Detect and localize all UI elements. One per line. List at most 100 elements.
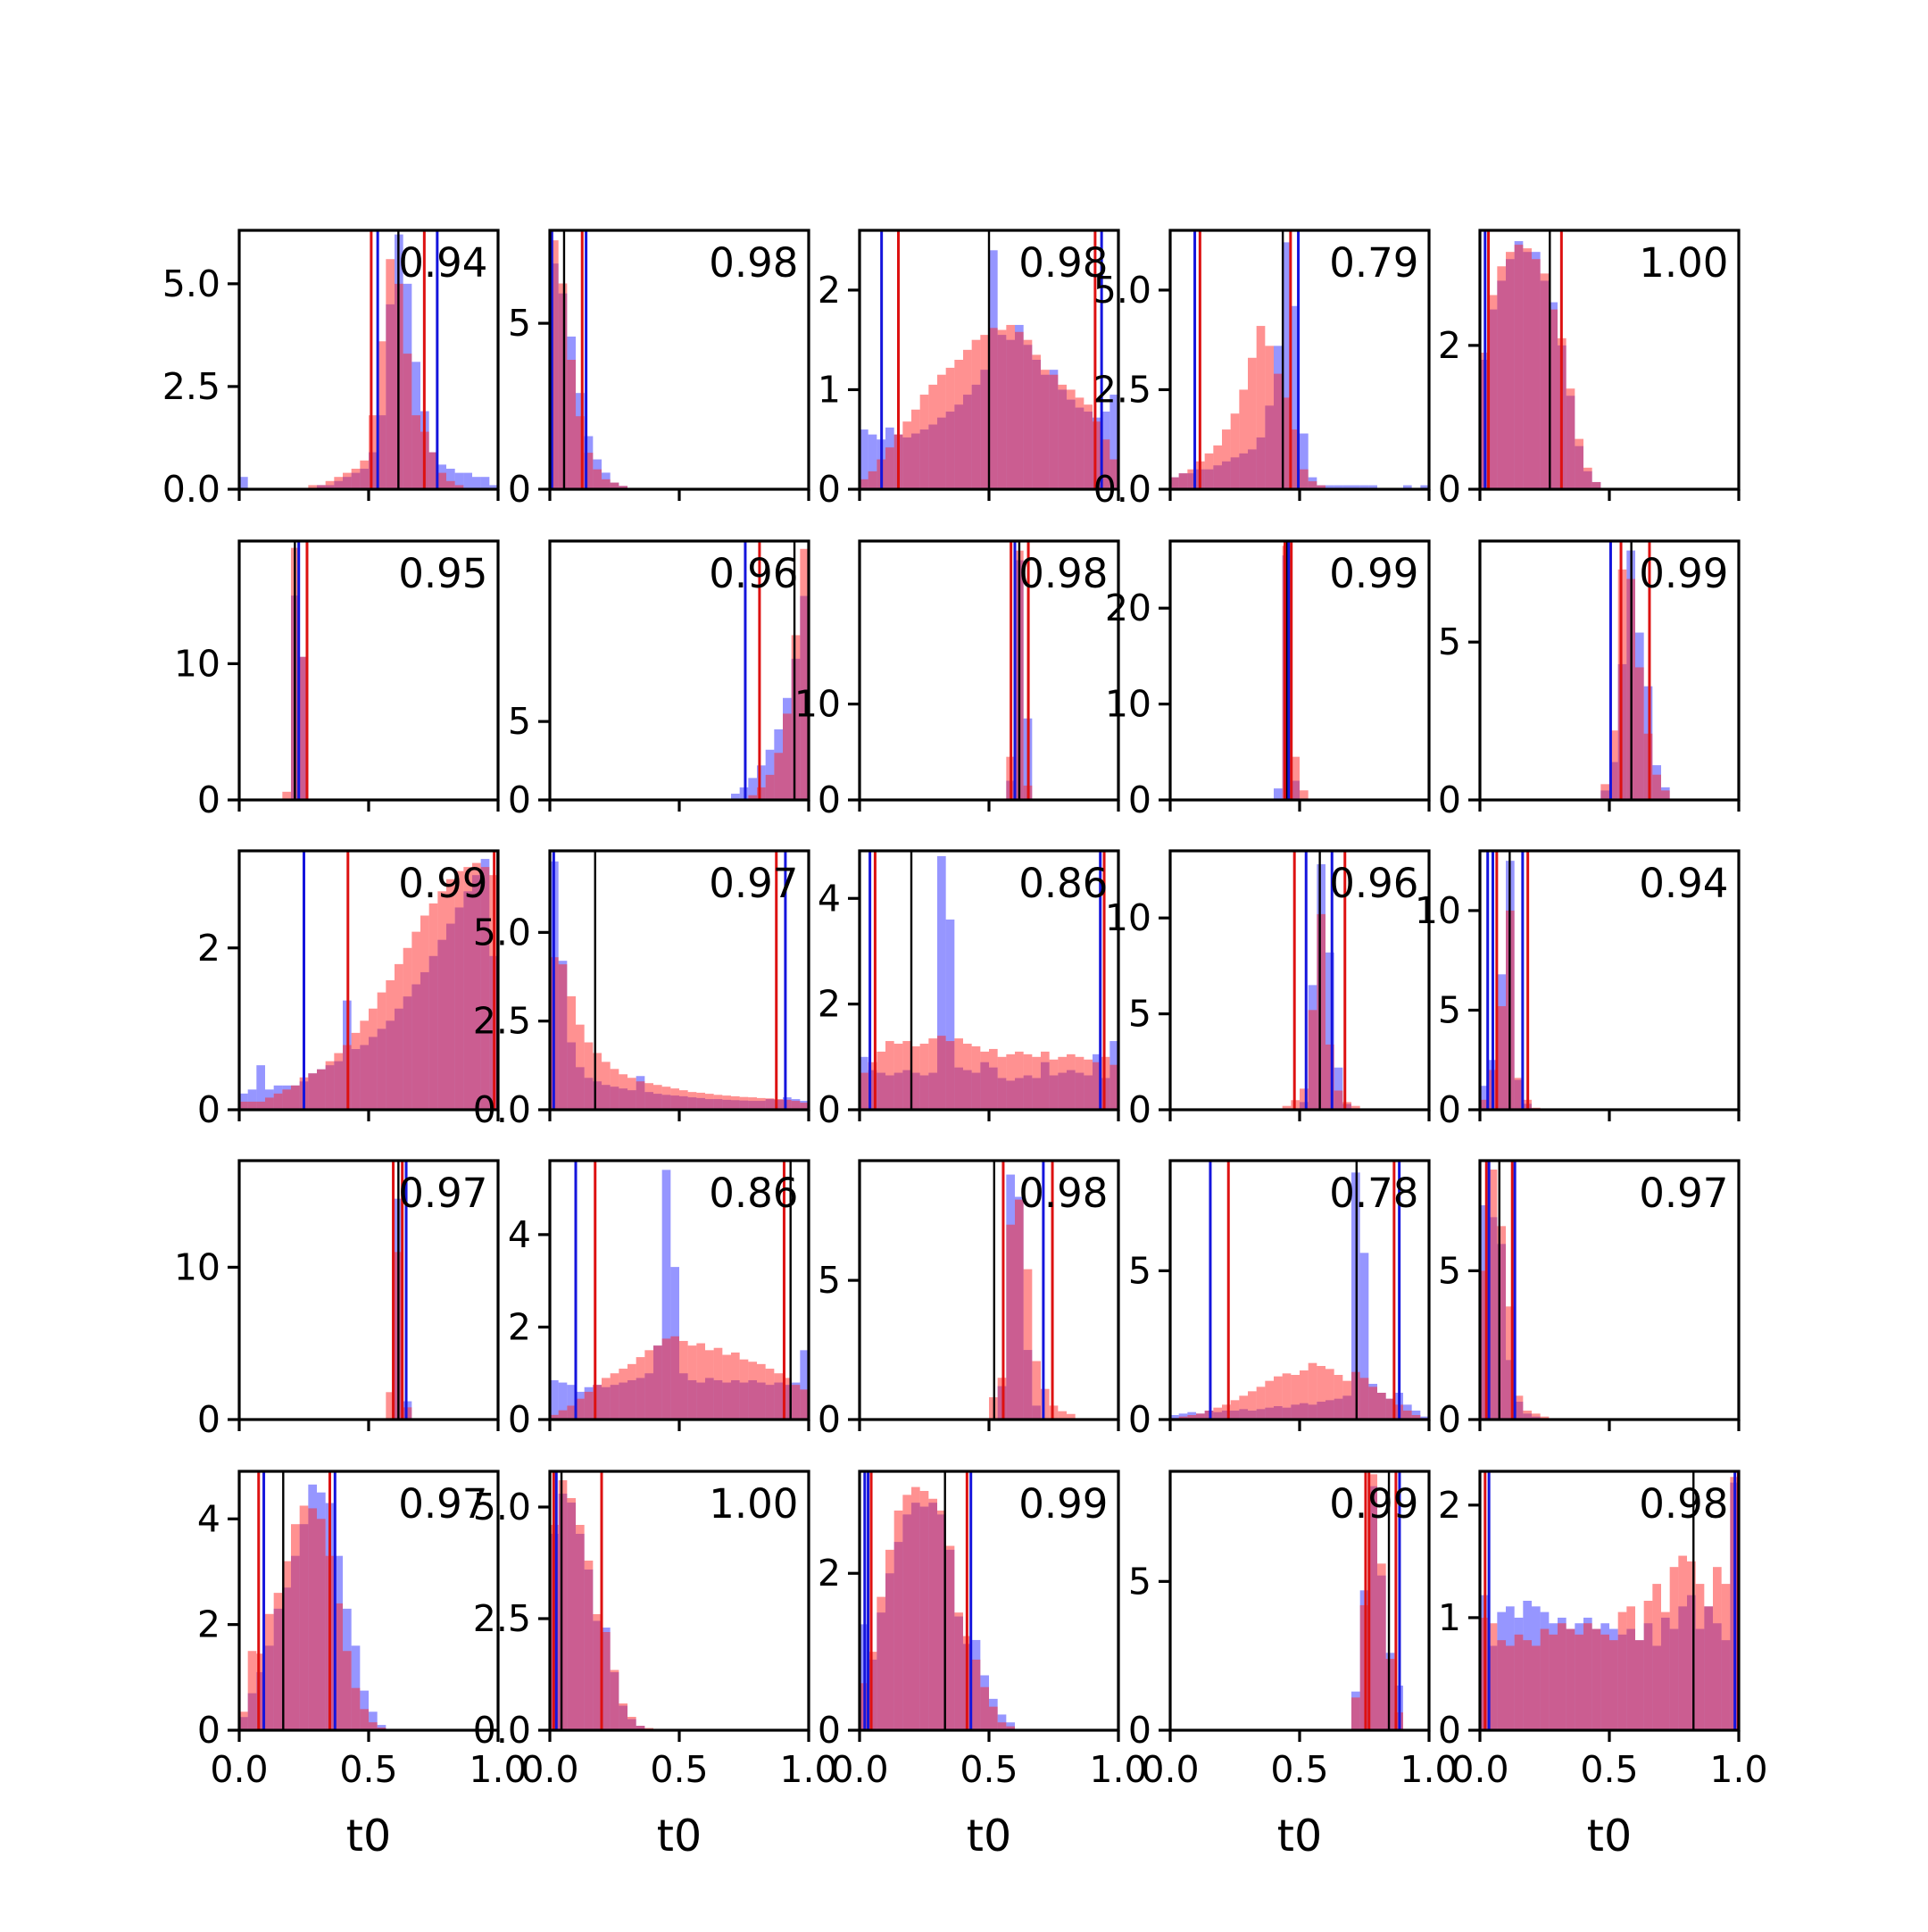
subplot-r3c4: 050.97 — [1438, 1159, 1741, 1441]
y-tick-label: 5.0 — [162, 262, 220, 305]
y-tick-label: 10 — [174, 642, 220, 685]
red-histogram-bar — [1282, 1373, 1292, 1420]
red-histogram-bar — [800, 548, 809, 800]
blue-histogram-bar — [1403, 485, 1412, 489]
red-histogram-bar — [1075, 1056, 1084, 1110]
blue-histogram-bar — [1291, 305, 1300, 489]
red-histogram-bar — [1385, 1659, 1395, 1730]
red-histogram-bar — [437, 472, 446, 489]
red-histogram-bar — [963, 349, 972, 489]
red-histogram-bar — [1617, 1611, 1627, 1730]
red-histogram-bar — [1377, 1393, 1386, 1420]
red-histogram-bar — [893, 1044, 903, 1110]
y-tick-label: 0.0 — [473, 1709, 531, 1752]
red-histogram-bar — [247, 1101, 257, 1110]
red-histogram-bar — [567, 995, 576, 1110]
annotation-value: 0.94 — [398, 239, 487, 287]
red-histogram-bar — [1274, 1376, 1283, 1420]
red-histogram-bar — [584, 453, 594, 489]
red-histogram-bar — [619, 1703, 627, 1730]
red-histogram-bar — [317, 1519, 326, 1730]
red-histogram-bar — [783, 1099, 792, 1110]
red-histogram-bar — [1488, 1170, 1498, 1420]
red-histogram-bar — [1256, 326, 1266, 489]
red-histogram-bar — [1006, 1053, 1015, 1110]
red-histogram-bar — [273, 1593, 283, 1730]
red-histogram-bar — [550, 1414, 559, 1420]
red-histogram-bar — [480, 867, 490, 1110]
red-histogram-bar — [911, 1045, 920, 1110]
red-histogram-bar — [1084, 404, 1093, 489]
red-histogram-bar — [1506, 1645, 1515, 1730]
annotation-value: 0.99 — [1018, 1480, 1108, 1528]
red-histogram-bar — [1006, 1224, 1015, 1420]
red-histogram-bar — [576, 1398, 585, 1420]
red-histogram-bar — [567, 1498, 576, 1730]
red-histogram-bar — [653, 1085, 662, 1110]
red-histogram-bar — [593, 1053, 602, 1110]
red-histogram-bar — [1514, 245, 1524, 489]
y-tick-label: 0 — [1438, 1709, 1461, 1752]
red-histogram-bar — [1575, 438, 1583, 489]
red-histogram-bar — [247, 1651, 257, 1730]
red-histogram — [550, 957, 809, 1110]
red-histogram-bar — [1317, 913, 1326, 1110]
red-histogram — [1480, 1477, 1739, 1730]
red-histogram-bar — [636, 1081, 645, 1110]
red-histogram-bar — [971, 339, 981, 489]
red-histogram — [748, 548, 809, 800]
red-histogram-bar — [1196, 1413, 1205, 1420]
red-histogram-bar — [593, 1385, 602, 1420]
red-histogram-bar — [644, 1083, 653, 1110]
red-histogram-bar — [1058, 1056, 1067, 1110]
red-histogram-bar — [256, 1101, 265, 1110]
red-histogram-bar — [602, 1378, 611, 1420]
y-tick-label: 0 — [508, 468, 531, 511]
blue-histogram-bar — [748, 778, 757, 800]
blue-histogram-bar — [239, 477, 248, 489]
annotation-value: 0.97 — [1639, 1170, 1728, 1217]
red-histogram-bar — [1575, 1634, 1583, 1730]
annotation-value: 0.95 — [398, 550, 487, 597]
y-tick-label: 4 — [197, 1497, 220, 1540]
blue-histogram-bar — [1170, 1415, 1179, 1420]
y-tick-label: 2 — [818, 269, 841, 312]
red-histogram-bar — [1566, 1628, 1575, 1730]
blue-histogram-bar — [256, 1065, 265, 1110]
red-histogram-bar — [403, 947, 412, 1110]
red-histogram — [1170, 1362, 1429, 1420]
blue-histogram-bar — [472, 477, 481, 489]
blue-histogram-bar — [1300, 433, 1309, 489]
y-tick-label: 0 — [1438, 779, 1461, 821]
blue-histogram-bar — [454, 472, 464, 489]
red-histogram-bar — [627, 1078, 636, 1110]
red-histogram-bar — [731, 1095, 740, 1110]
y-tick-label: 2 — [1438, 1484, 1461, 1527]
y-tick-label: 0 — [1438, 468, 1461, 511]
y-tick-label: 0 — [197, 1709, 220, 1752]
red-histogram-bar — [308, 1508, 317, 1730]
red-histogram-bar — [791, 1385, 801, 1420]
subplot-r1c2: 0 10 0.98 — [794, 539, 1120, 821]
red-histogram-bar — [1170, 477, 1179, 489]
red-histogram-bar — [602, 479, 611, 489]
red-histogram-bar — [610, 1373, 619, 1420]
red-histogram-bar — [1609, 730, 1618, 800]
red-histogram-bar — [893, 1510, 903, 1730]
red-histogram-bar — [937, 1510, 946, 1730]
red-histogram-bar — [954, 1038, 963, 1110]
red-histogram-bar — [584, 1391, 594, 1420]
red-histogram-bar — [1609, 1640, 1618, 1730]
red-histogram-bar — [360, 1020, 369, 1110]
y-tick-label: 5 — [508, 700, 531, 743]
y-tick-label: 10 — [1105, 896, 1151, 939]
red-histogram-bar — [446, 879, 455, 1110]
blue-histogram-bar — [489, 485, 498, 489]
red-histogram-bar — [1506, 252, 1515, 489]
red-histogram-bar — [1488, 1623, 1498, 1730]
red-histogram-bar — [1480, 1099, 1489, 1110]
red-histogram-bar — [670, 1088, 679, 1110]
red-histogram-bar — [1248, 1391, 1257, 1420]
red-histogram-bar — [1084, 1059, 1093, 1110]
red-histogram-bar — [783, 713, 792, 800]
